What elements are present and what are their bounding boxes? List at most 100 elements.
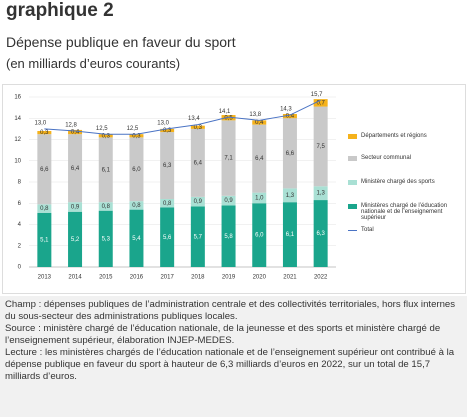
legend-label: Ministère chargé des sports bbox=[361, 179, 435, 185]
bar-segment bbox=[37, 212, 52, 267]
y-tick-label: 0 bbox=[18, 265, 22, 271]
bar-segment bbox=[282, 118, 297, 189]
value-label: 0,9 bbox=[71, 205, 80, 211]
value-label: 0,7 bbox=[316, 100, 325, 106]
legend-item: Ministères chargé de l’éducation nationa… bbox=[348, 203, 460, 221]
value-label: 5,1 bbox=[40, 237, 49, 243]
bar-segment bbox=[252, 120, 267, 125]
bar-segment bbox=[129, 201, 144, 210]
bar-segment bbox=[129, 134, 144, 138]
y-tick-label: 8 bbox=[18, 180, 22, 186]
x-tick-label: 2017 bbox=[160, 275, 174, 281]
x-tick-label: 2016 bbox=[130, 275, 144, 281]
bar-segment bbox=[129, 209, 144, 267]
bar-segment bbox=[313, 200, 328, 267]
total-label: 13,0 bbox=[157, 120, 169, 126]
legend-swatch bbox=[348, 180, 357, 185]
bar-segment bbox=[221, 120, 236, 196]
value-label: 5,8 bbox=[224, 234, 233, 240]
value-label: 6,4 bbox=[194, 160, 203, 166]
bar-segment bbox=[190, 125, 205, 129]
notes: Champ : dépenses publiques de l’administ… bbox=[0, 296, 467, 417]
bar-segment bbox=[37, 131, 52, 135]
y-tick-label: 4 bbox=[18, 222, 22, 228]
value-label: 0,3 bbox=[132, 133, 141, 139]
value-label: 5,3 bbox=[102, 236, 111, 242]
value-label: 7,1 bbox=[224, 156, 233, 162]
bar-segment bbox=[252, 192, 267, 204]
bar-segment bbox=[160, 132, 175, 199]
bar-segment bbox=[160, 199, 175, 208]
note: Source : ministère chargé de l’éducation… bbox=[5, 323, 441, 346]
bar-segment bbox=[68, 134, 83, 203]
value-label: 6,3 bbox=[316, 231, 325, 237]
value-label: 0,3 bbox=[102, 133, 111, 139]
bar-segment bbox=[252, 203, 267, 267]
value-label: 1,0 bbox=[255, 196, 264, 202]
bar-segment bbox=[98, 137, 113, 203]
bar-segment bbox=[98, 134, 113, 138]
value-label: 1,3 bbox=[286, 193, 295, 199]
bar-segment bbox=[313, 186, 328, 201]
value-label: 6,6 bbox=[40, 167, 49, 173]
chart-panel: 0 2 4 6 8 10 12 14 16 2013 2014 2015 2016 2017 2018 201… bbox=[2, 84, 466, 294]
subtitle: Dépense publique en faveur du sport bbox=[6, 34, 236, 50]
x-tick-label: 2018 bbox=[191, 275, 205, 281]
legend-swatch bbox=[348, 134, 357, 139]
value-label: 0,3 bbox=[194, 125, 203, 131]
x-tick-label: 2015 bbox=[99, 275, 113, 281]
value-label: 5,4 bbox=[132, 236, 141, 242]
legend-label: Ministères chargé de l’éducation nationa… bbox=[361, 203, 448, 221]
value-label: 6,4 bbox=[71, 166, 80, 172]
total-label: 14,1 bbox=[219, 109, 231, 115]
value-label: 0,9 bbox=[194, 199, 203, 205]
unit: (en milliards d’euros courants) bbox=[6, 56, 181, 71]
note: Lecture : les ministères chargés de l’éd… bbox=[5, 347, 455, 382]
note: Champ : dépenses publiques de l’administ… bbox=[5, 299, 456, 322]
value-label: 6,3 bbox=[163, 163, 172, 169]
bar-segment bbox=[190, 206, 205, 267]
x-tick-label: 2013 bbox=[38, 275, 52, 281]
legend-label: Départements et régions bbox=[361, 133, 427, 139]
value-label: 0,4 bbox=[255, 120, 264, 126]
y-tick-label: 2 bbox=[18, 243, 22, 249]
value-label: 7,5 bbox=[316, 144, 325, 150]
bar-segment bbox=[313, 99, 328, 107]
value-label: 5,6 bbox=[163, 235, 172, 241]
value-label: 0,5 bbox=[224, 115, 233, 121]
value-label: 6,1 bbox=[102, 167, 111, 173]
bar-segment bbox=[282, 114, 297, 119]
value-label: 6,0 bbox=[132, 167, 141, 173]
legend-swatch bbox=[348, 156, 357, 161]
value-label: 0,3 bbox=[40, 130, 49, 136]
value-label: 0,8 bbox=[40, 206, 49, 212]
total-label: 15,7 bbox=[311, 92, 323, 98]
bar-segment bbox=[129, 137, 144, 202]
bar-segment bbox=[282, 188, 297, 203]
legend-label: Total bbox=[361, 227, 374, 233]
bar-segment bbox=[37, 134, 52, 205]
value-label: 6,1 bbox=[286, 232, 295, 238]
value-label: 0,4 bbox=[286, 114, 295, 120]
total-label: 12,8 bbox=[65, 123, 77, 129]
bar-segment bbox=[282, 202, 297, 267]
y-tick-label: 10 bbox=[14, 158, 21, 164]
bar-segment bbox=[68, 129, 83, 135]
legend-label: Secteur communal bbox=[361, 155, 412, 161]
bar-segment bbox=[68, 211, 83, 267]
value-label: 0,8 bbox=[102, 204, 111, 210]
bar-segment bbox=[190, 128, 205, 197]
bar-segment bbox=[98, 202, 113, 211]
value-label: 6,4 bbox=[255, 156, 264, 162]
value-label: 0,3 bbox=[163, 128, 172, 134]
bar-segment bbox=[190, 196, 205, 207]
value-label: 0,8 bbox=[163, 201, 172, 207]
legend-item: Départements et régions bbox=[348, 133, 460, 139]
bar-segment bbox=[68, 202, 83, 212]
total-label: 12,5 bbox=[127, 126, 139, 132]
value-label: 5,7 bbox=[194, 234, 203, 240]
x-tick-label: 2021 bbox=[283, 275, 297, 281]
bar-segment bbox=[313, 106, 328, 187]
bar-segment bbox=[221, 205, 236, 267]
